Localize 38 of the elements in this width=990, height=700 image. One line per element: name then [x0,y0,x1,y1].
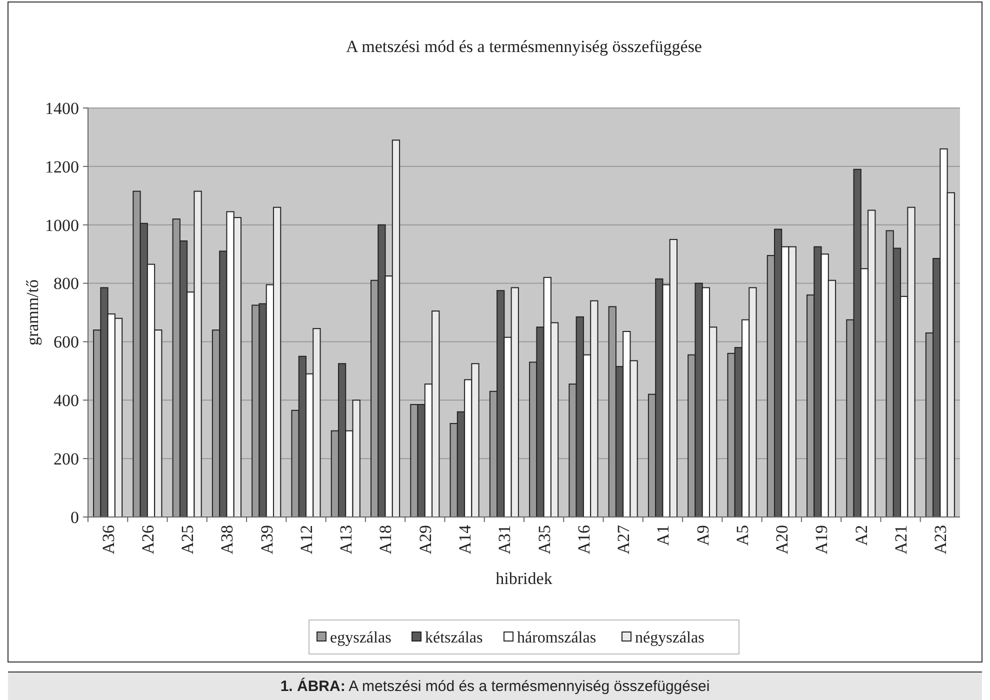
x-tick-label: A16 [574,525,594,554]
y-tick-label: 600 [54,332,79,352]
x-tick-label: A18 [376,525,396,554]
legend-label: háromszálas [517,630,596,647]
legend-label: kétszálas [425,630,483,647]
x-tick-label: A14 [455,524,474,554]
x-tick-label: A38 [218,525,237,554]
x-tick-label: A2 [852,525,871,546]
x-tick-label: A9 [693,525,712,546]
y-tick-label: 200 [54,450,79,469]
x-tick-label: A21 [891,525,910,554]
y-tick-label: 1400 [45,98,79,118]
legend-label: négyszálas [635,630,704,647]
x-tick-label: A13 [336,525,356,554]
legend-label: egyszálas [330,630,392,647]
y-tick-label: 0 [70,508,79,527]
x-tick-label: A5 [732,525,752,546]
y-tick-label: 1000 [45,216,79,235]
x-tick-label: A39 [257,525,276,554]
x-tick-label: A35 [534,525,554,554]
x-tick-label: A1 [654,525,673,546]
x-tick-label: A19 [812,525,832,554]
y-axis-title: gramm/tő [23,279,42,346]
text: 1. ÁBRA: A metszési mód és a termésmennyiség összefüggései [280,677,710,695]
x-axis-title: hibridek [496,569,553,588]
x-tick-label: A26 [138,525,158,554]
x-tick-label: A23 [931,525,950,554]
x-tick-label: A27 [614,524,634,554]
y-tick-label: 1200 [45,157,79,176]
x-tick-label: A12 [296,525,316,554]
x-tick-label: A29 [416,525,435,554]
y-tick-label: 400 [54,391,79,410]
y-tick-label: 800 [54,274,79,294]
x-tick-label: A31 [495,525,514,554]
x-tick-label: A36 [98,525,118,554]
x-tick-label: A20 [772,525,792,554]
chart-title: A metszési mód és a termésmennyiség összefüggése [346,37,702,56]
x-tick-label: A25 [178,525,198,554]
